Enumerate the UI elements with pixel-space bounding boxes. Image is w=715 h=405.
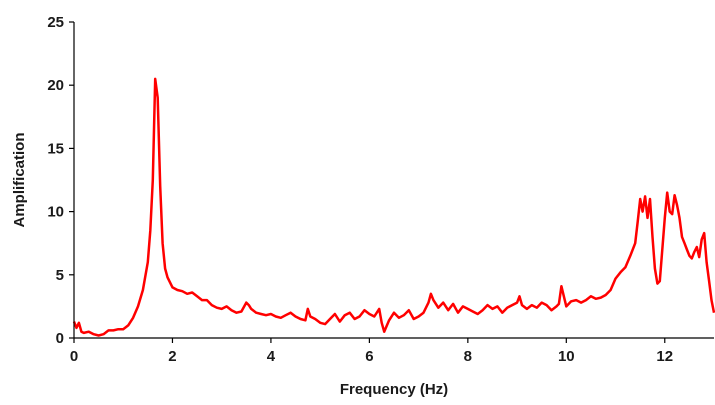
y-axis-ticks: 0 5 10 15 20 25 <box>47 14 74 347</box>
x-axis-title: Frequency (Hz) <box>340 381 448 398</box>
x-tick-label: 12 <box>656 348 673 365</box>
amplification-series-line <box>72 77 715 337</box>
x-tick-label: 0 <box>70 348 78 365</box>
x-tick-label: 10 <box>558 348 575 365</box>
y-tick-label: 0 <box>56 330 64 347</box>
y-tick-label: 20 <box>47 77 64 94</box>
x-tick-label: 8 <box>464 348 472 365</box>
y-tick-label: 25 <box>47 14 64 31</box>
x-tick-label: 4 <box>267 348 276 365</box>
y-axis-title: Amplification <box>11 132 28 227</box>
x-tick-label: 2 <box>168 348 176 365</box>
y-tick-label: 5 <box>56 267 64 284</box>
y-tick-label: 10 <box>47 204 64 221</box>
y-tick-label: 15 <box>47 140 64 157</box>
x-axis-ticks: 0 2 4 6 8 10 12 <box>70 338 673 365</box>
x-tick-label: 6 <box>365 348 373 365</box>
